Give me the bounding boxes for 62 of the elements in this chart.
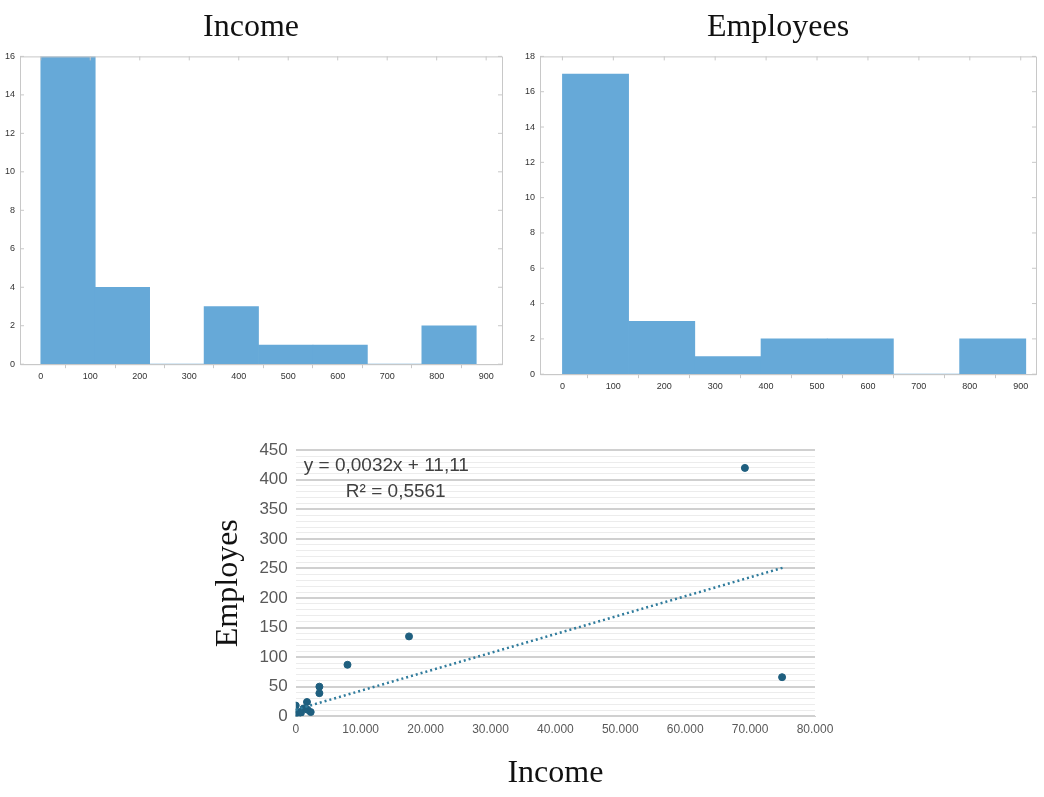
x-tick-label: 600 [330,371,346,382]
y-tick-label: 350 [259,499,288,518]
y-tick-label: 10 [5,166,16,177]
y-tick-label: 150 [259,617,288,637]
y-tick-label: 50 [268,676,288,696]
x-tick-label: 300 [181,371,197,382]
x-tick-label: 300 [707,381,723,392]
y-tick-label: 10 [525,192,536,203]
x-tick-label: 40.000 [537,721,575,736]
x-tick-label: 70.000 [731,721,769,736]
y-tick-label: 16 [5,50,16,61]
x-tick-label: 500 [280,371,296,382]
y-tick-label: 8 [10,204,16,215]
x-tick-label: 700 [911,381,927,392]
y-tick-label: 8 [530,227,536,238]
y-tick-label: 6 [10,243,16,254]
x-tick-label: 60.000 [666,721,704,736]
x-tick-label: 10.000 [342,721,380,736]
x-tick-label: 900 [1013,381,1029,392]
x-tick-label: 100 [605,381,621,392]
y-tick-label: 100 [259,646,288,666]
y-tick-label: 14 [525,121,536,132]
annotation: R² = 0,5561 [345,479,446,501]
chart-title: Employees [706,6,850,43]
y-tick-label: 0 [10,358,16,369]
y-tick-label: 12 [5,127,16,138]
y-tick-label: 4 [530,298,536,309]
x-tick-label: 0 [292,721,300,736]
y-tick-label: 16 [525,86,536,97]
y-tick-label: 450 [259,439,288,459]
x-tick-label: 500 [809,381,825,392]
x-tick-label: 80.000 [796,721,834,736]
y-tick-label: 400 [259,469,288,489]
x-axis-title: Income [507,753,604,790]
y-tick-label: 14 [5,89,16,100]
x-tick-label: 400 [758,381,774,392]
x-tick-label: 30.000 [472,721,510,736]
x-tick-label: 800 [429,371,445,382]
x-tick-label: 50.000 [601,721,639,736]
y-tick-label: 300 [259,528,288,548]
x-tick-label: 600 [860,381,876,392]
x-tick-label: 800 [962,381,978,392]
y-axis-title: Employes [207,519,244,648]
y-tick-label: 12 [525,156,536,167]
x-tick-label: 400 [231,371,247,382]
chart-title: Income [203,6,299,43]
y-tick-label: 18 [525,50,536,61]
x-tick-label: 200 [132,371,148,382]
y-tick-label: 4 [10,281,16,292]
y-tick-label: 2 [10,320,16,331]
x-tick-label: 0 [559,381,565,392]
y-tick-label: 200 [259,587,288,607]
annotation: y = 0,0032x + 11,11 [303,453,469,475]
x-tick-label: 0 [38,371,44,382]
x-tick-label: 200 [656,381,672,392]
x-tick-label: 20.000 [407,721,445,736]
x-tick-label: 100 [82,371,98,382]
x-tick-label: 900 [478,371,494,382]
y-tick-label: 6 [530,262,536,273]
y-tick-label: 250 [259,558,288,578]
x-tick-label: 700 [379,371,395,382]
y-tick-label: 2 [530,333,536,344]
